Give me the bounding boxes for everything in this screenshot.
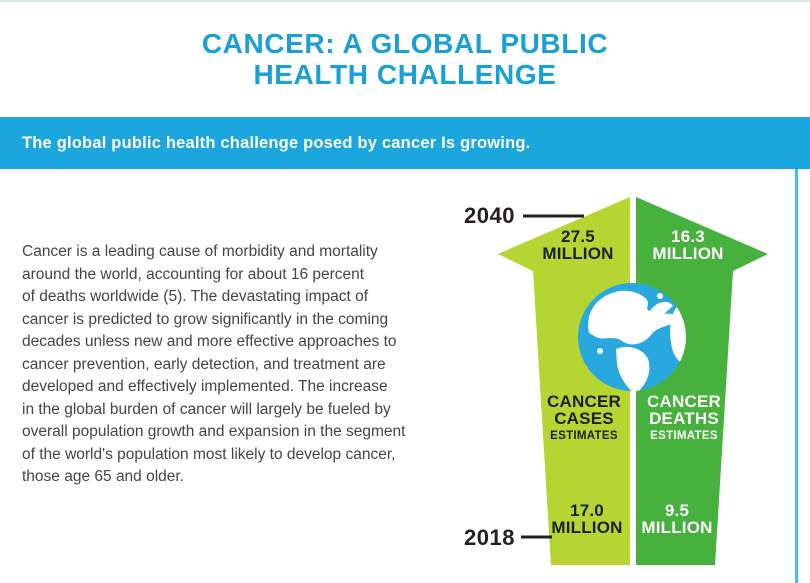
cases-caption: CANCER CASES ESTIMATES [514,392,654,443]
deaths-2018-number: 9.5 [664,501,690,520]
subtitle-banner: The global public health challenge posed… [0,117,810,169]
cases-2040-number: 27.5 [561,227,595,246]
deaths-2040-number: 16.3 [671,227,705,246]
page-title: CANCER: A GLOBAL PUBLIC HEALTH CHALLENGE [201,28,609,90]
year-2018-label: 2018 [464,525,515,550]
deaths-2018-value: 9.5 MILLION [607,501,747,537]
top-divider [0,0,810,2]
cases-2040-value: 27.5 MILLION [508,227,648,263]
year-2040-label: 2040 [464,203,515,228]
deaths-caption-line2: DEATHS [649,408,719,428]
deaths-caption: CANCER DEATHS ESTIMATES [614,392,754,443]
cases-caption-line2: CASES [554,408,614,428]
deaths-arrow-half [636,197,768,565]
deaths-caption-line1: CANCER [647,392,721,411]
right-accent-border [795,169,798,583]
cases-caption-sublabel: ESTIMATES [550,430,618,442]
body-paragraph: Cancer is a leading cause of morbidity a… [22,243,406,485]
deaths-2018-unit: MILLION [641,517,713,537]
cases-2040-unit: MILLION [542,243,614,263]
cases-2018-number: 17.0 [570,501,604,520]
cases-2018-value: 17.0 MILLION [517,501,657,537]
deaths-2040-value: 16.3 MILLION [618,227,758,263]
deaths-2040-unit: MILLION [652,243,724,263]
cases-arrow-half [498,197,630,565]
deaths-caption-sublabel: ESTIMATES [650,430,718,442]
subtitle-banner-text: The global public health challenge posed… [22,133,531,152]
cases-2018-unit: MILLION [551,517,623,537]
cases-caption-line1: CANCER [547,392,621,411]
globe-icon [578,283,686,391]
